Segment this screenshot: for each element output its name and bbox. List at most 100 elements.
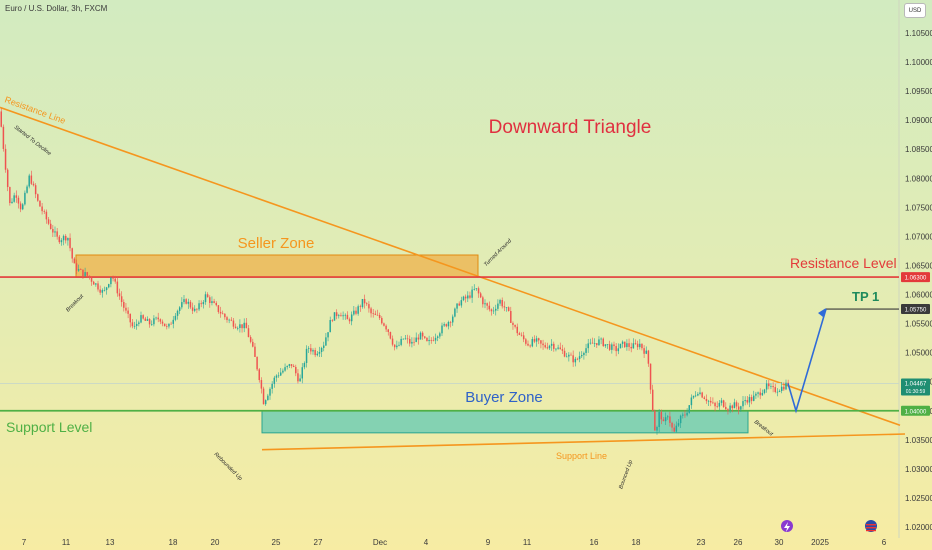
bull-candle [694,395,697,397]
bear-candle [37,194,39,201]
last-price-tag-bg [901,378,930,396]
price-tick-label: 1.09000 [905,116,932,125]
bear-candle [249,337,252,342]
bear-candle [185,299,187,304]
bull-candle [753,395,755,401]
time-tick-label: 9 [486,538,491,547]
bull-candle [198,303,200,310]
bear-candle [355,310,357,314]
bull-candle [273,377,276,384]
bull-candle [574,358,577,363]
bull-candle [211,301,213,303]
bear-candle [86,272,88,276]
bull-candle [176,310,179,316]
bull-candle [776,391,779,393]
bull-candle [742,401,744,407]
bear-candle [615,346,617,352]
bull-candle [133,325,136,327]
resistance-price-tag-bg [901,272,930,283]
bear-candle [527,343,529,346]
bull-candle [770,386,772,387]
bear-candle [430,339,432,341]
bull-candle [415,337,417,343]
bull-candle [307,348,310,349]
price-tick-label: 1.03500 [905,436,932,445]
bull-candle [342,315,344,317]
bull-candle [28,175,30,187]
tp1-price-tag-bg [901,304,930,315]
bull-candle [692,395,695,398]
bull-candle [22,204,24,210]
bear-candle [417,337,420,340]
bear-candle [602,338,604,347]
us-flag-icon[interactable] [865,520,877,532]
bear-candle [374,313,377,315]
bull-candle [568,354,570,357]
bull-candle [267,395,269,401]
bear-candle [34,185,37,195]
bear-candle [159,319,162,322]
resistance-trend-line [0,106,901,427]
bull-candle [24,192,26,205]
bear-candle [123,302,125,308]
time-tick-label: 20 [211,538,220,547]
bear-candle [376,314,379,316]
bear-candle [260,380,263,389]
bull-candle [239,324,241,328]
symbol-title: Euro / U.S. Dollar, 3h, FXCM [5,4,108,13]
bear-candle [254,346,256,357]
bear-candle [157,317,159,320]
time-tick-label: 4 [424,538,429,547]
bear-candle [714,402,716,407]
bull-candle [664,417,667,422]
candles-layer [0,108,789,435]
bull-candle [194,308,196,311]
bear-candle [490,309,493,312]
bull-candle [639,343,641,348]
price-tick-label: 1.06000 [905,291,932,300]
bear-candle [413,341,415,343]
bear-candle [234,326,237,329]
bear-candle [200,303,202,305]
bull-candle [264,400,267,405]
bear-candle [501,300,503,307]
bear-candle [224,313,226,318]
bull-candle [329,320,331,333]
bull-candle [656,427,658,431]
bull-candle [402,338,405,340]
bear-candle [514,324,516,327]
bull-candle [54,231,56,233]
bull-candle [688,405,690,413]
price-tick-label: 1.06500 [905,261,932,270]
bull-candle [101,290,104,293]
bull-candle [434,337,437,341]
bull-candle [243,322,245,329]
bear-candle [684,414,686,416]
bull-candle [146,319,149,321]
bull-candle [565,356,568,358]
bear-candle [368,304,370,309]
time-tick-label: 25 [272,538,281,547]
bull-candle [60,240,63,243]
bull-candle [105,287,108,290]
bear-candle [746,400,749,403]
bear-candle [161,321,164,324]
lightning-icon[interactable] [781,520,793,532]
time-tick-label: Dec [373,538,387,547]
time-axis[interactable]: 7 11 13 18 20 25 27 Dec 4 9 11 16 18 23 26 30 2025 6 [22,538,887,547]
currency-button[interactable]: USD [904,3,926,18]
bull-candle [338,315,340,317]
bear-candle [477,288,480,294]
bull-candle [707,400,710,402]
bear-candle [120,296,123,303]
support-price-tag-bg [901,405,930,416]
bear-candle [52,228,54,233]
bear-candle [737,406,740,410]
bear-candle [258,369,260,381]
bear-candle [142,315,144,319]
bull-candle [733,402,736,409]
bull-candle [353,310,355,315]
bull-candle [84,272,86,277]
bull-candle [135,323,138,326]
